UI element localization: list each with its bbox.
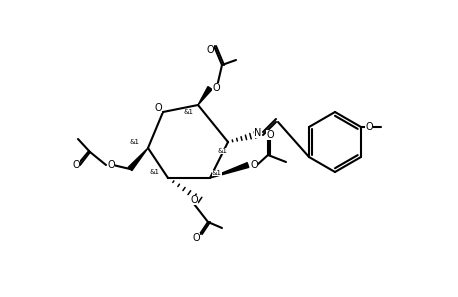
- Text: O: O: [266, 130, 274, 140]
- Text: O: O: [250, 160, 258, 170]
- Text: O: O: [190, 195, 198, 205]
- Text: O: O: [192, 233, 200, 243]
- Text: O: O: [72, 160, 80, 170]
- Text: &1: &1: [129, 139, 139, 145]
- Text: &1: &1: [212, 170, 222, 176]
- Text: O: O: [107, 160, 115, 170]
- Text: O: O: [206, 45, 214, 55]
- Text: O: O: [365, 122, 373, 132]
- Text: &1: &1: [183, 109, 193, 115]
- Polygon shape: [210, 163, 249, 178]
- Polygon shape: [128, 148, 148, 171]
- Text: O: O: [212, 83, 220, 93]
- Text: &1: &1: [218, 148, 228, 154]
- Text: N: N: [254, 128, 262, 138]
- Text: O: O: [154, 103, 162, 113]
- Polygon shape: [198, 86, 212, 105]
- Text: &1: &1: [149, 169, 159, 175]
